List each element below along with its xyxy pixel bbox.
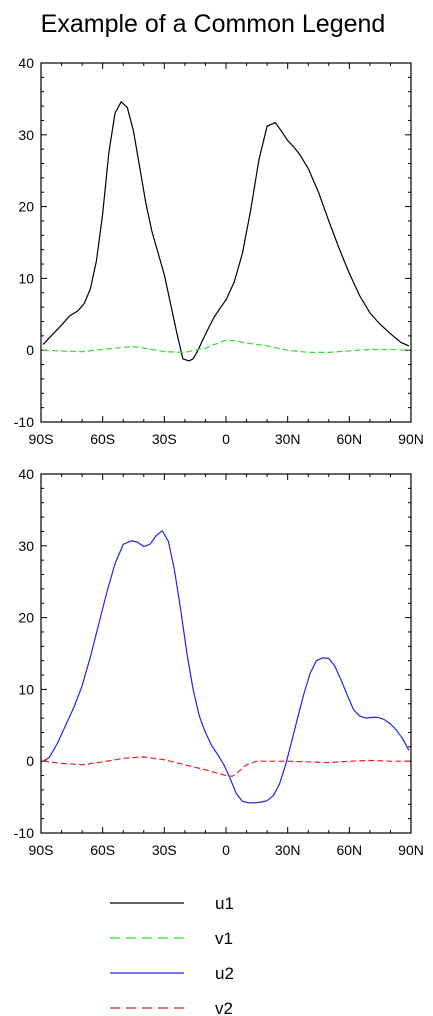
x-tick-label: 30S bbox=[152, 842, 177, 858]
y-tick-label: 30 bbox=[18, 538, 34, 554]
x-tick-label: 0 bbox=[222, 431, 230, 447]
y-tick-label: 10 bbox=[18, 270, 34, 286]
x-tick-label: 90S bbox=[29, 842, 54, 858]
x-tick-label: 0 bbox=[222, 842, 230, 858]
series-line-v1 bbox=[43, 339, 409, 353]
plot-frame bbox=[40, 473, 412, 834]
x-tick-label: 30S bbox=[152, 431, 177, 447]
y-tick-label: 0 bbox=[26, 753, 34, 769]
legend-label-v2: v2 bbox=[215, 999, 233, 1016]
y-tick-label: 40 bbox=[18, 466, 34, 482]
x-tick-label: 30N bbox=[275, 842, 301, 858]
y-tick-label: 30 bbox=[18, 127, 34, 143]
x-tick-label: 90S bbox=[29, 431, 54, 447]
legend-label-v1: v1 bbox=[215, 929, 233, 948]
y-tick-label: 20 bbox=[18, 610, 34, 626]
x-tick-label: 90N bbox=[398, 842, 424, 858]
x-tick-label: 30N bbox=[275, 431, 301, 447]
top-panel: 90S 60S 30S 0 30N 60N 90N -10 0 10 20 30 40 bbox=[14, 55, 424, 447]
bottom-panel: 90S 60S 30S 0 30N 60N 90N -10 0 10 20 30 40 bbox=[14, 466, 424, 858]
series-line-u1 bbox=[42, 101, 410, 362]
y-tick-label: 0 bbox=[26, 342, 34, 358]
y-tick-label: -10 bbox=[14, 414, 34, 430]
x-tick-label: 60N bbox=[336, 842, 362, 858]
x-tick-label: 60S bbox=[90, 842, 115, 858]
chart-title: Example of a Common Legend bbox=[41, 10, 386, 38]
series-line-u2 bbox=[42, 530, 410, 804]
legend-label-u2: u2 bbox=[215, 964, 234, 983]
x-tick-label: 60S bbox=[90, 431, 115, 447]
y-tick-label: 20 bbox=[18, 199, 34, 215]
y-tick-label: 10 bbox=[18, 681, 34, 697]
y-tick-label: 40 bbox=[18, 55, 34, 71]
x-tick-label: 60N bbox=[336, 431, 362, 447]
legend: u1 v1 u2 v2 bbox=[110, 894, 234, 1016]
series-line-v2 bbox=[42, 756, 409, 777]
y-tick-label: -10 bbox=[14, 825, 34, 841]
legend-label-u1: u1 bbox=[215, 894, 234, 913]
x-tick-label: 90N bbox=[398, 431, 424, 447]
plot-frame bbox=[40, 62, 412, 423]
